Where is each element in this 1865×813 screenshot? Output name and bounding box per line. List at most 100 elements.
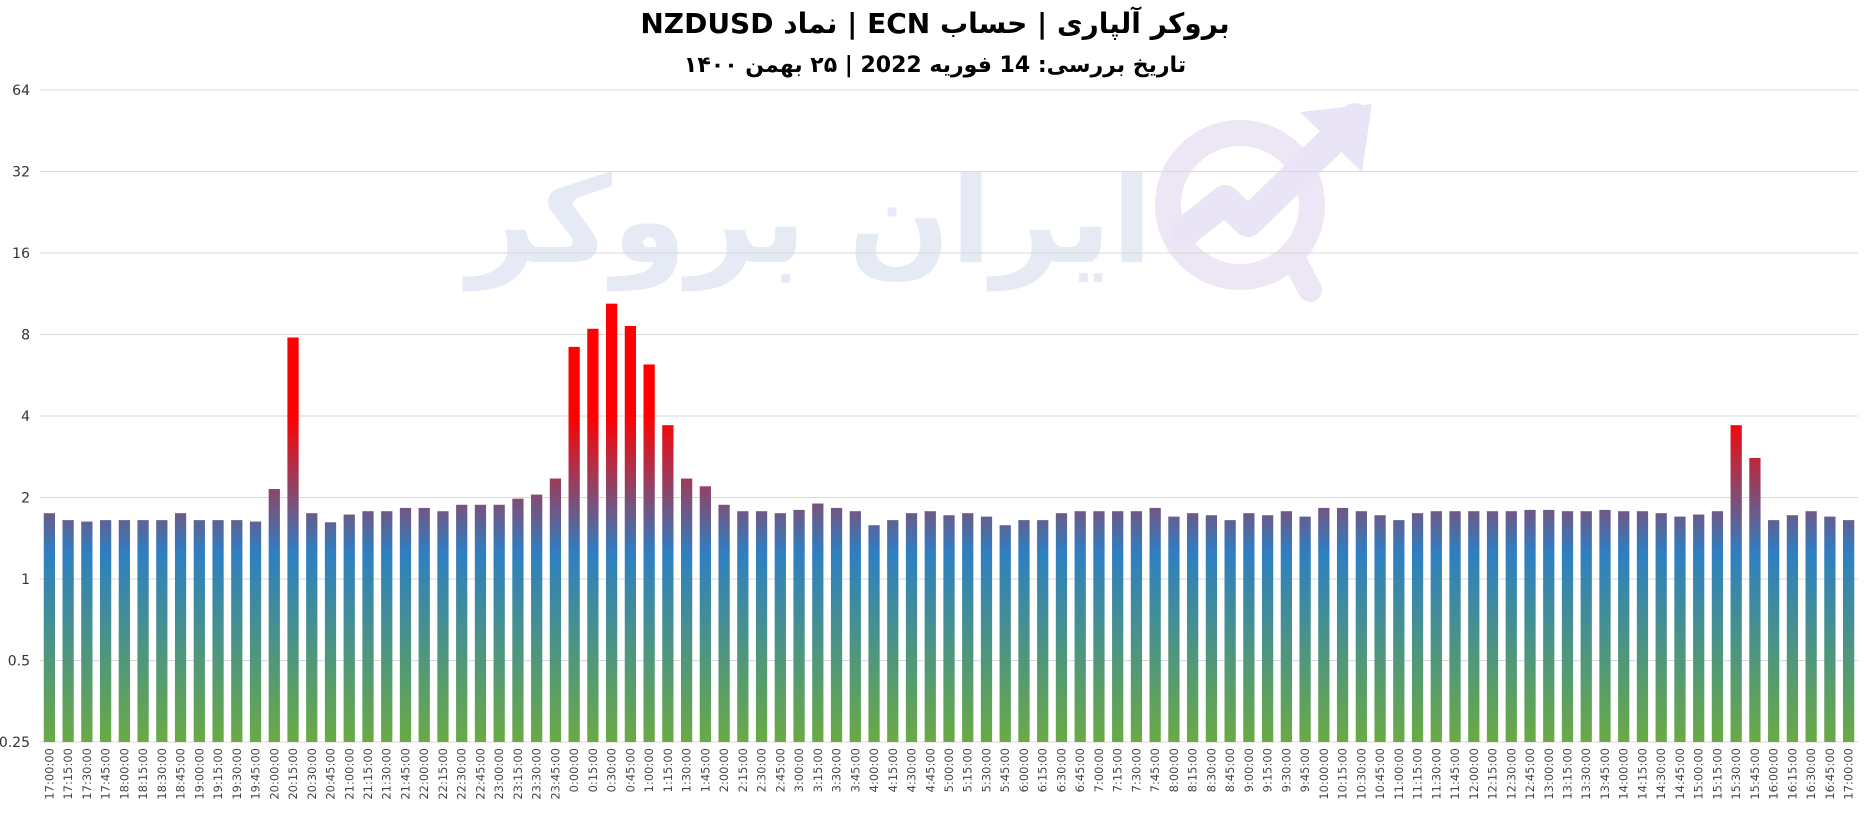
bar: [137, 520, 149, 742]
bar: [62, 520, 74, 742]
x-tick-label: 1:45:00: [698, 748, 712, 792]
x-tick-label: 8:45:00: [1223, 748, 1237, 792]
x-tick-label: 18:45:00: [174, 748, 188, 800]
x-tick-label: 2:00:00: [717, 748, 731, 792]
bar: [887, 520, 899, 742]
watermark-text: ایران بروکر: [463, 152, 1153, 292]
x-tick-label: 22:15:00: [436, 748, 450, 800]
y-tick-label: 64: [12, 83, 30, 99]
bar: [1430, 511, 1442, 742]
y-tick-label: 0.5: [8, 654, 30, 670]
bar: [924, 511, 936, 742]
x-tick-label: 10:45:00: [1373, 748, 1387, 800]
x-tick-label: 11:45:00: [1448, 748, 1462, 800]
bar: [1336, 507, 1349, 742]
x-tick-label: 1:15:00: [661, 748, 675, 792]
bar: [699, 486, 711, 742]
bar: [493, 504, 505, 742]
x-tick-label: 18:00:00: [117, 748, 131, 800]
x-tick-label: 7:15:00: [1111, 748, 1125, 792]
bar: [343, 514, 355, 742]
x-tick-label: 15:45:00: [1748, 748, 1762, 800]
bar: [174, 513, 187, 742]
x-tick-label: 22:00:00: [417, 748, 431, 800]
x-tick-label: 0:45:00: [623, 748, 637, 792]
x-tick-label: 8:30:00: [1204, 748, 1218, 792]
bar: [587, 328, 599, 742]
bar: [118, 520, 130, 742]
x-tick-label: 12:15:00: [1486, 748, 1500, 800]
x-tick-label: 3:15:00: [811, 748, 825, 792]
bar: [830, 507, 843, 742]
x-tick-label: 17:00:00: [1842, 748, 1856, 800]
x-tick-label: 21:00:00: [342, 748, 356, 800]
x-tick-label: 20:30:00: [305, 748, 319, 800]
x-tick-label: 9:00:00: [1242, 748, 1256, 792]
bar: [1318, 507, 1330, 742]
x-tick-label: 15:30:00: [1729, 748, 1743, 800]
x-tick-label: 21:45:00: [398, 748, 412, 800]
bar: [81, 521, 93, 742]
bar: [156, 520, 168, 742]
x-tick-label: 16:15:00: [1785, 748, 1799, 800]
chart-title: بروکر آلپاری | حساب ECN | نماد NZDUSD: [640, 6, 1229, 40]
bar: [1543, 509, 1555, 742]
x-tick-label: 10:00:00: [1317, 748, 1331, 800]
bars: [43, 303, 1855, 742]
bar: [1018, 520, 1030, 742]
x-tick-label: 13:00:00: [1542, 748, 1556, 800]
y-tick-label: 1: [21, 572, 30, 588]
x-tick-label: 4:30:00: [905, 748, 919, 792]
bar: [1524, 509, 1536, 742]
y-tick-label: 8: [21, 328, 30, 344]
bar: [1768, 520, 1780, 742]
x-tick-label: 15:00:00: [1692, 748, 1706, 800]
bar: [512, 498, 524, 742]
bar: [1618, 511, 1630, 742]
x-tick-label: 0:30:00: [605, 748, 619, 792]
bar: [999, 525, 1011, 742]
bar: [1561, 511, 1574, 742]
x-tick-label: 12:45:00: [1523, 748, 1537, 800]
y-axis: 0.25 0.5 1 2 4 8 16 32 64: [0, 83, 30, 751]
bar: [437, 511, 449, 742]
x-tick-label: 22:30:00: [455, 748, 469, 800]
bar: [680, 478, 693, 742]
bar: [1711, 511, 1724, 742]
bar: [980, 516, 993, 742]
x-tick-label: 0:15:00: [586, 748, 600, 792]
x-tick-label: 4:00:00: [867, 748, 881, 792]
bar: [549, 478, 562, 742]
grid: [40, 89, 1858, 743]
x-tick-label: 17:45:00: [99, 748, 113, 800]
x-tick-label: 12:30:00: [1504, 748, 1518, 800]
bar: [1843, 520, 1855, 742]
x-tick-label: 4:15:00: [886, 748, 900, 792]
x-tick-label: 6:00:00: [1017, 748, 1031, 792]
x-tick-label: 8:00:00: [1167, 748, 1181, 792]
x-tick-label: 21:15:00: [361, 748, 375, 800]
bar: [774, 513, 786, 742]
bar: [662, 425, 674, 742]
bar: [99, 520, 112, 742]
bar: [456, 504, 468, 742]
bar: [212, 520, 224, 742]
bar: [1486, 511, 1499, 742]
x-tick-label: 16:45:00: [1823, 748, 1837, 800]
bar: [755, 511, 768, 742]
watermark-logo-icon: [1155, 103, 1372, 302]
bar: [1674, 516, 1686, 742]
x-tick-label: 22:45:00: [473, 748, 487, 800]
bar: [1449, 511, 1461, 742]
x-tick-label: 6:45:00: [1073, 748, 1087, 792]
x-tick-label: 2:45:00: [773, 748, 787, 792]
chart-subtitle: تاریخ بررسی: 14 فوریه 2022 | ۲۵ بهمن ۱۴۰…: [684, 53, 1186, 78]
x-tick-label: 13:15:00: [1560, 748, 1574, 800]
bar: [606, 303, 618, 742]
x-tick-label: 12:00:00: [1467, 748, 1481, 800]
bar: [362, 511, 374, 742]
x-tick-label: 18:15:00: [136, 748, 150, 800]
y-tick-label: 32: [12, 165, 30, 181]
bar: [1805, 511, 1817, 742]
